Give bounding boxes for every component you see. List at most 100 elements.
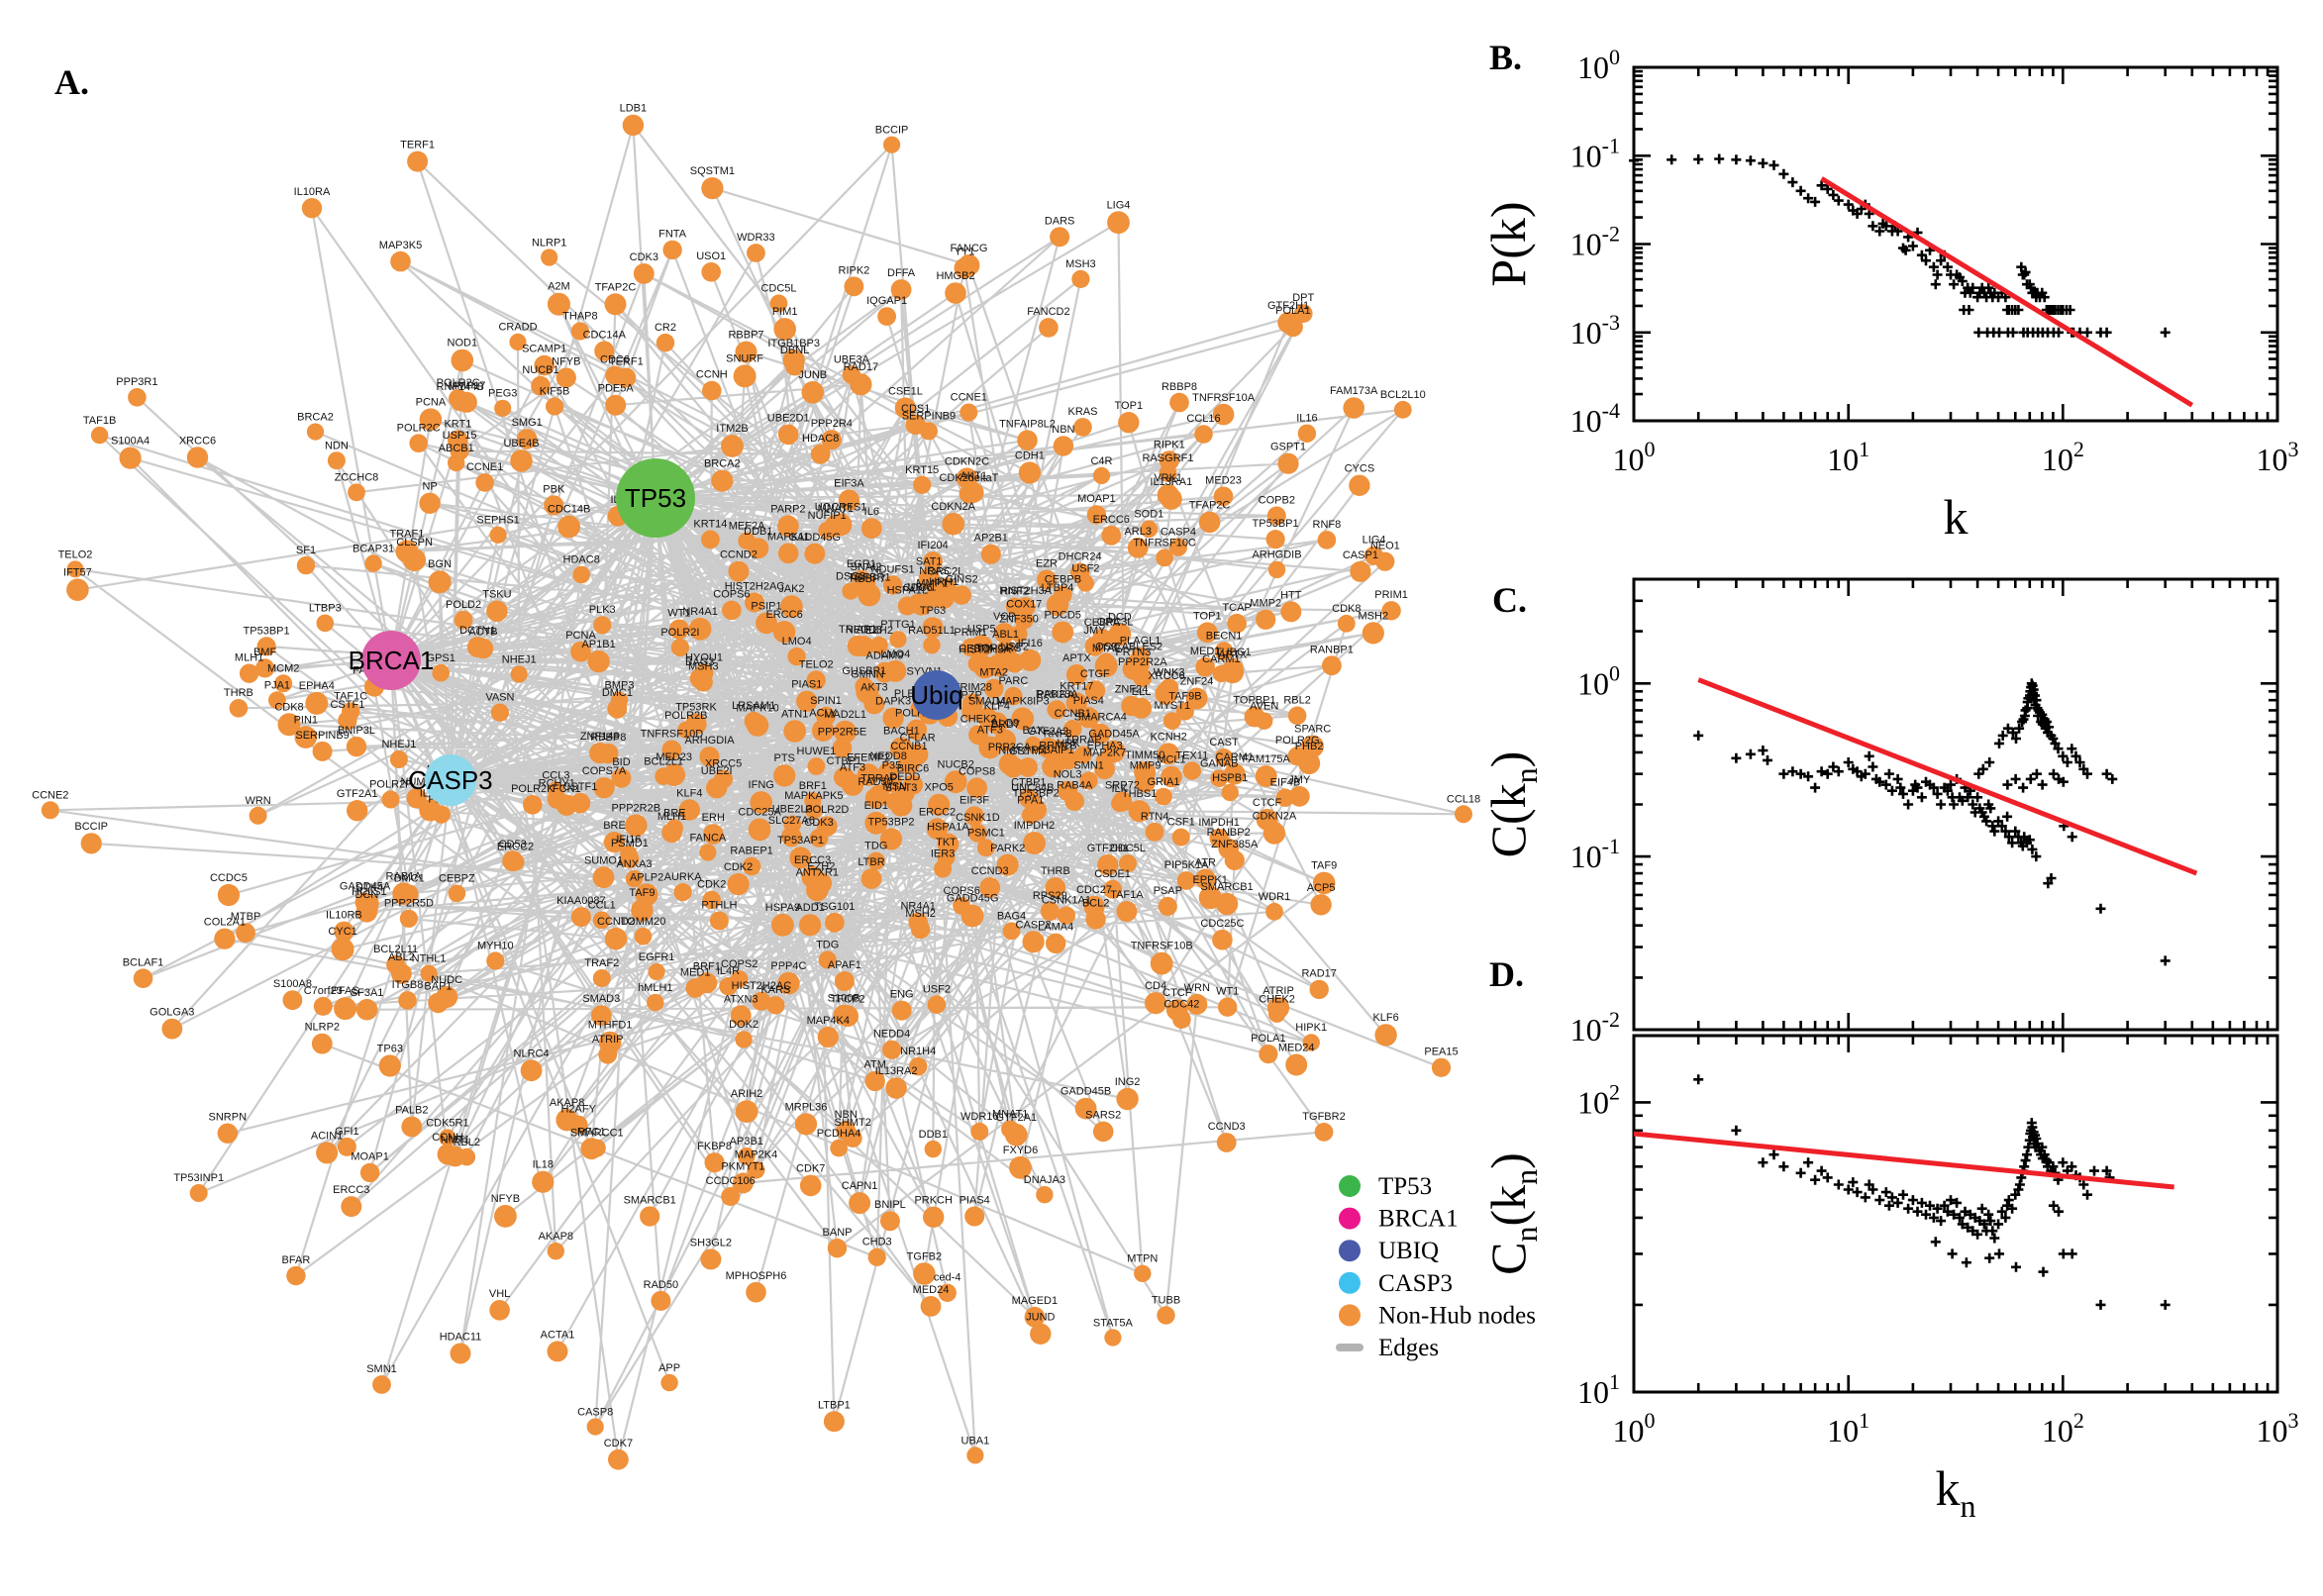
node-label: NDUFS1 [871,563,915,575]
node-label: PDE5A [598,383,635,395]
node-label: SMN1 [366,1363,397,1375]
non-hub-node [714,769,733,789]
non-hub-node [547,292,570,316]
node-label: BRE [663,807,686,819]
node-label: CDK7 [604,1438,633,1449]
node-label: IFI16 [1018,638,1043,649]
node-label: SEPHS1 [476,515,519,527]
node-label: FXYD6 [1003,1145,1038,1156]
node-label: EGFR1 [639,951,675,963]
non-hub-node [1160,678,1179,698]
non-hub-node [721,1187,741,1206]
non-hub-node [1198,886,1222,910]
node-label: NLRP2 [305,1022,340,1034]
node-label: CARM1 [1216,751,1255,763]
non-hub-node [874,661,895,683]
node-label: ATF3 [840,762,865,774]
non-hub-node [961,693,983,715]
node-label: ZNF385A [1211,839,1259,850]
node-label: SNRPN [209,1112,248,1124]
node-label: HMGB2 [936,270,974,282]
non-hub-node [486,600,508,623]
non-hub-node [355,998,378,1021]
non-hub-node [783,815,802,834]
node-label: SMARCB1 [624,1195,676,1207]
non-hub-node [942,512,964,536]
node-label: KARS [760,984,790,996]
node-label: RBBP7 [728,329,763,341]
non-hub-node [842,773,864,796]
node-label: CCNB1 [1055,708,1091,720]
non-hub-node [590,1005,612,1026]
node-label: CDK2 [724,861,753,873]
non-hub-node [1084,680,1106,701]
node-label: CDK3 [804,817,833,829]
node-label: GADD45G [947,893,999,905]
node-label: UBE2I [701,765,733,777]
non-hub-node [756,612,777,635]
non-hub-node [882,575,903,595]
non-hub-node [448,453,465,472]
node-label: MSH2 [905,908,936,920]
node-label: CDC14A [583,330,627,342]
node-label: HIST2H3A [959,645,1011,656]
node-label: PPP2R2B [612,803,661,815]
non-hub-node [937,848,956,867]
fit-line [1820,176,2194,408]
non-hub-node [625,869,644,888]
non-hub-node [347,800,368,822]
non-hub-node [1160,487,1182,510]
non-hub-node [282,990,303,1010]
non-hub-node [133,968,153,988]
node-label: hMLH1 [638,982,672,994]
node-label: IL13RA2 [875,1065,918,1077]
tick-label: 102 [2042,1408,2084,1448]
node-label: UNC84B [1011,782,1054,794]
node-label: GSPT1 [1270,442,1306,453]
node-label: ZNF24 [1180,676,1214,688]
node-label: CDH1 [1015,449,1045,461]
non-hub-node [913,475,932,494]
non-hub-node [611,768,632,788]
non-hub-node [944,770,967,794]
non-hub-node [1297,424,1317,443]
node-label: PHB2 [1295,741,1324,752]
node-label: SMN1 [1073,759,1104,771]
non-hub-node [970,1122,989,1141]
non-hub-node [1259,1045,1278,1064]
non-hub-node [316,1142,339,1164]
node-label: APTX [1062,652,1091,664]
node-label: ZCCHC8 [335,471,379,483]
node-label: ATRIP [1262,985,1294,997]
node-label: GTF2H1 [1267,300,1309,312]
tick-label: 10-1 [1570,834,1620,874]
tick-label: 103 [2257,437,2299,477]
non-hub-node [1065,664,1087,685]
non-hub-node [1145,822,1164,842]
node-label: IL16 [1296,413,1317,425]
node-label: PCNA [565,630,596,642]
non-hub-node [1256,712,1273,730]
non-hub-node-labels: PRIM1 NHEJ1 CSTF1 KLF4 TFAP2C HIST2H3A HIST2H2… [32,103,1480,1449]
hub-casp3: CASP3 [408,754,493,806]
non-hub-node [1158,743,1179,765]
node-label: TRAF2 [584,957,619,969]
non-hub-node [386,954,406,974]
non-hub-node [825,912,845,933]
non-hub-node [66,560,84,578]
non-hub-node [927,995,947,1014]
node-label: CHEK2 [1259,994,1295,1006]
hub-node [912,670,961,720]
node-label: ARL3 [1124,526,1152,538]
panel-a-label: A. [54,62,89,102]
node-label: NEO1 [1370,541,1400,552]
node-label: RBL2 [1283,695,1311,707]
node-label: MED1 [680,966,711,978]
non-hub-node [547,1243,564,1260]
node-label: FCN1 [553,783,581,795]
node-label: MMP9 [1130,760,1162,772]
non-hub-node [922,617,944,639]
node-label: IFI16 [616,834,641,846]
legend: TP53 BRCA1 UBIQ CASP3 Non-Hub nodes Edges [1336,1173,1536,1361]
non-hub-node [1343,397,1364,419]
